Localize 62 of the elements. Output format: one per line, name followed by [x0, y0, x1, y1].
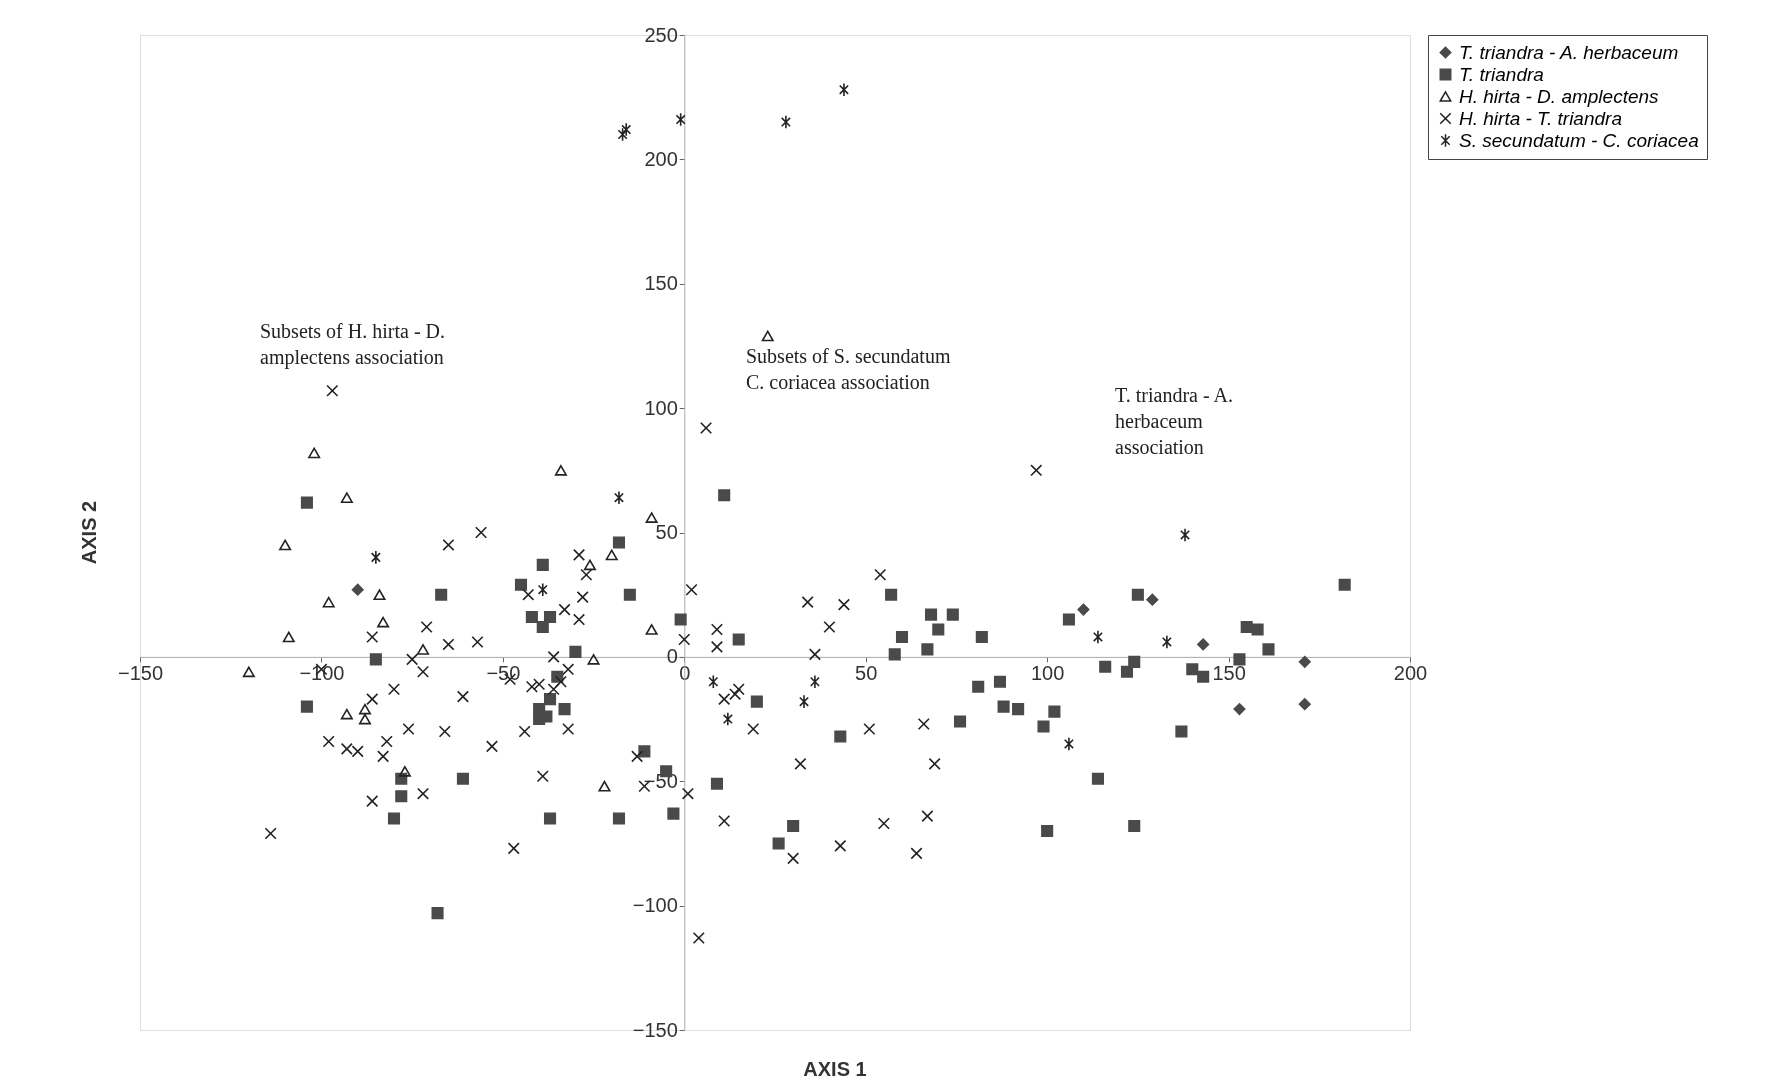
x-tick-label: −50	[486, 662, 521, 685]
point	[645, 624, 658, 635]
x-tick-label: 100	[1030, 662, 1065, 685]
point	[708, 674, 719, 689]
y-axis-title: AXIS 2	[78, 500, 100, 565]
point	[1233, 703, 1246, 716]
point	[1298, 698, 1311, 711]
annotation: Subsets of S. secundatum C. coriacea association	[746, 345, 951, 393]
point	[838, 82, 849, 97]
point	[340, 492, 353, 504]
x-tick-label: −150	[117, 662, 164, 685]
point	[1146, 593, 1159, 606]
y-tick-label: 250	[644, 23, 678, 46]
y-tick-label: 0	[666, 645, 678, 668]
point	[799, 694, 810, 709]
point	[1197, 638, 1210, 651]
x-axis-title: AXIS 1	[803, 1058, 867, 1080]
point	[377, 616, 390, 628]
y-tick-label: 200	[644, 147, 678, 170]
point	[373, 589, 386, 601]
point	[358, 713, 372, 725]
point	[370, 550, 381, 565]
legend-label: T. triandra - A. herbaceum	[1459, 41, 1679, 63]
point	[308, 447, 321, 459]
x-tick-label: −100	[299, 662, 345, 685]
x-tick-label: 150	[1212, 662, 1246, 685]
point	[242, 666, 255, 678]
legend-label: H. hirta - T. triandra	[1459, 107, 1622, 129]
point	[598, 780, 611, 792]
y-tick-label: −150	[632, 1018, 678, 1041]
annotation: T. triandra - A. herbaceum association	[1115, 384, 1233, 458]
legend-label: T. triandra	[1459, 63, 1544, 85]
y-tick-label: −100	[632, 894, 678, 917]
point	[621, 122, 632, 137]
point	[279, 539, 292, 551]
point	[416, 644, 430, 655]
point	[675, 112, 686, 127]
legend-label: H. hirta - D. amplectens	[1459, 85, 1660, 107]
point	[358, 703, 372, 715]
point	[1298, 655, 1311, 668]
x-tick-label: 50	[855, 662, 878, 685]
point	[645, 512, 658, 523]
point	[1077, 603, 1090, 616]
point	[587, 654, 600, 665]
point	[583, 559, 596, 571]
point	[340, 708, 353, 720]
point	[282, 631, 295, 643]
legend-label: S. secundatum - C. coriacea	[1459, 129, 1699, 151]
x-tick-label: 200	[1393, 662, 1428, 685]
y-tick-label: 50	[655, 521, 678, 543]
point	[322, 596, 335, 608]
point	[617, 127, 628, 142]
point	[809, 674, 820, 689]
point	[537, 582, 548, 597]
y-tick-label: 100	[644, 396, 678, 419]
y-tick-label: 150	[644, 272, 678, 295]
point	[761, 330, 774, 342]
point	[351, 583, 364, 596]
point	[605, 549, 618, 561]
point	[613, 490, 624, 505]
point	[554, 464, 567, 476]
annotation: Subsets of H. hirta - D. amplectens association	[260, 320, 445, 369]
